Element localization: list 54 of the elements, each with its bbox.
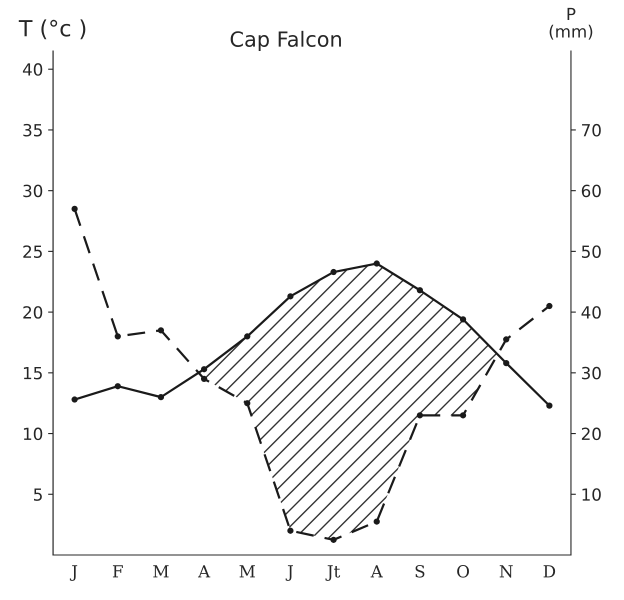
x-tick-label: M — [240, 565, 255, 578]
point — [416, 412, 424, 418]
y2-tick-label: 20 — [582, 428, 601, 440]
x-tick-label: N — [500, 565, 513, 578]
x-tick-label: M — [153, 565, 169, 578]
x-tick-label: O — [457, 565, 469, 578]
point — [158, 327, 164, 334]
point — [71, 396, 78, 403]
point — [546, 402, 553, 409]
y2-tick-label: 50 — [582, 245, 601, 258]
point — [330, 536, 337, 543]
y2-tick-label: 40 — [581, 306, 601, 319]
y-tick-label: 30 — [23, 184, 42, 198]
y-tick-label: 5 — [34, 488, 42, 501]
point — [503, 360, 510, 366]
point — [114, 383, 121, 390]
point — [244, 400, 250, 406]
point — [200, 366, 208, 372]
x-tick-label: A — [198, 565, 210, 578]
point — [71, 206, 78, 212]
point — [374, 260, 380, 267]
y-tick-label: 40 — [22, 63, 42, 76]
x-tick-label: Jt — [325, 565, 340, 581]
point — [546, 302, 553, 310]
point — [287, 528, 294, 534]
y-tick-label: 25 — [23, 245, 42, 258]
x-tick-label: D — [544, 565, 556, 578]
y-axis-title: T (°c ) — [18, 19, 86, 40]
y2-tick-label: 70 — [582, 124, 601, 137]
point — [287, 293, 294, 300]
y2-axis-title: P (mm) — [550, 8, 592, 40]
y2-tick-label: 10 — [582, 488, 601, 501]
point — [330, 268, 337, 276]
x-tick-label: J — [286, 565, 293, 581]
x-tick-label: F — [112, 565, 123, 578]
x-tick-label: S — [416, 565, 424, 578]
y-tick-label: 10 — [24, 428, 42, 440]
x-tick-label: A — [370, 565, 383, 578]
point — [460, 412, 466, 418]
point — [200, 376, 208, 382]
point — [158, 394, 164, 400]
y2-tick-label: 60 — [582, 184, 601, 198]
chart-title: Cap Falcon — [230, 30, 341, 51]
y-tick-label: 15 — [24, 367, 42, 380]
point — [460, 316, 466, 323]
point — [114, 333, 121, 340]
point — [416, 287, 424, 294]
y2-tick-label: 30 — [582, 366, 601, 380]
y-tick-label: 35 — [23, 124, 42, 137]
y-tick-label: 20 — [23, 306, 42, 319]
point — [244, 333, 250, 340]
x-tick-label: J — [70, 565, 78, 581]
point — [503, 336, 510, 343]
point — [374, 518, 380, 525]
